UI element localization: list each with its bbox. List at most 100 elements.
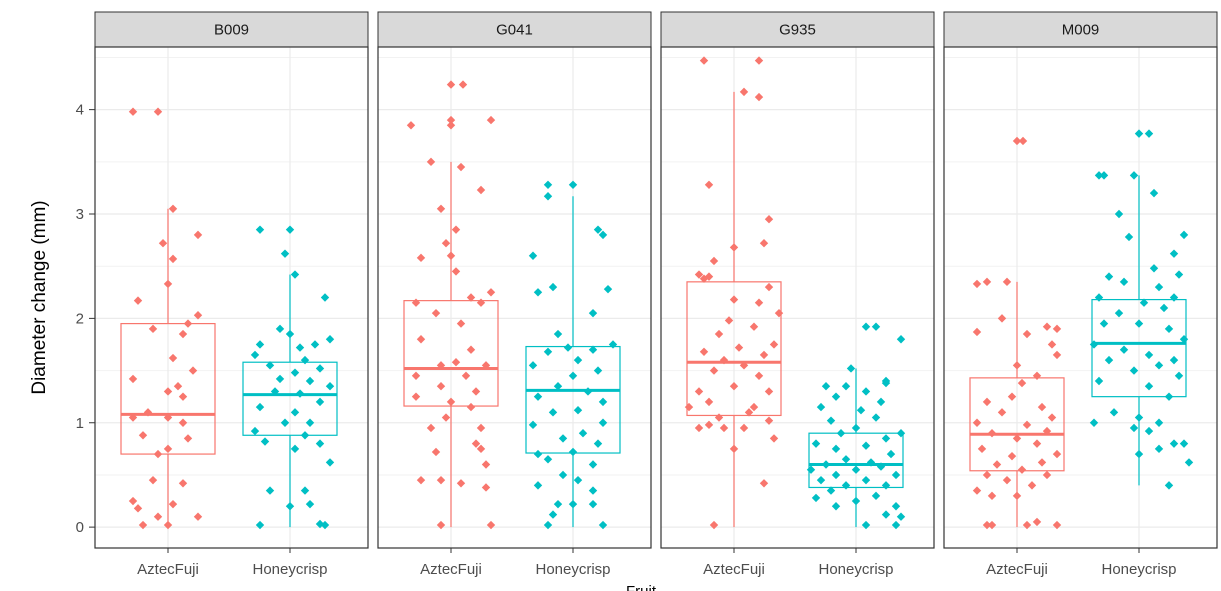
- data-point: [1134, 449, 1144, 459]
- data-point: [871, 322, 881, 331]
- data-point: [1154, 444, 1164, 454]
- data-point: [1129, 366, 1139, 375]
- x-tick-label: AztecFuji: [420, 561, 482, 578]
- data-point: [1179, 230, 1189, 240]
- panel-border: [943, 46, 1218, 549]
- data-point: [826, 486, 836, 495]
- data-point: [1134, 413, 1144, 422]
- data-point: [426, 157, 436, 167]
- data-point: [821, 460, 831, 469]
- data-point: [729, 444, 739, 454]
- data-point: [1032, 371, 1042, 380]
- data-point: [486, 520, 496, 530]
- data-point: [1099, 171, 1109, 180]
- data-point: [1032, 439, 1042, 448]
- x-axis-label: Fruit: [626, 583, 657, 591]
- data-point: [856, 406, 866, 415]
- data-point: [896, 335, 906, 344]
- y-tick-label: 4: [76, 102, 84, 119]
- data-point: [754, 298, 764, 307]
- data-point: [543, 520, 553, 530]
- data-point: [694, 270, 704, 279]
- data-point: [1169, 249, 1179, 258]
- data-point: [285, 329, 295, 339]
- data-point: [315, 439, 325, 448]
- data-point: [972, 418, 982, 427]
- data-point: [138, 431, 148, 440]
- data-point: [1017, 465, 1027, 474]
- data-point: [982, 397, 992, 407]
- data-point: [285, 502, 295, 511]
- data-point: [1144, 350, 1154, 360]
- data-point: [573, 406, 583, 415]
- data-point: [193, 230, 203, 240]
- data-point: [315, 364, 325, 373]
- data-point: [1002, 277, 1012, 287]
- data-point: [481, 460, 491, 469]
- data-point: [476, 423, 486, 433]
- data-point: [1139, 298, 1149, 307]
- data-point: [1047, 340, 1057, 349]
- data-point: [593, 366, 603, 375]
- data-point: [1174, 270, 1184, 279]
- panel-border: [377, 46, 652, 549]
- data-point: [168, 204, 178, 213]
- data-point: [972, 279, 982, 289]
- data-point: [300, 486, 310, 495]
- data-point: [486, 288, 496, 297]
- data-point: [704, 397, 714, 407]
- data-point: [841, 382, 851, 391]
- data-point: [1129, 423, 1139, 433]
- data-point: [871, 491, 881, 501]
- data-point: [1089, 418, 1099, 427]
- data-point: [1144, 382, 1154, 391]
- iqr-box: [120, 322, 216, 455]
- data-point: [588, 486, 598, 495]
- data-point: [325, 335, 335, 344]
- data-point: [275, 324, 285, 334]
- data-point: [563, 343, 573, 352]
- data-point: [724, 316, 734, 325]
- data-point: [446, 397, 456, 407]
- data-point: [466, 402, 476, 412]
- data-point: [704, 180, 714, 189]
- data-point: [255, 520, 265, 530]
- data-point: [603, 284, 613, 294]
- data-point: [806, 465, 816, 474]
- data-point: [1169, 439, 1179, 448]
- data-point: [163, 279, 173, 289]
- data-point: [759, 479, 769, 488]
- data-point: [431, 308, 441, 318]
- data-point: [992, 460, 1002, 469]
- data-point: [173, 382, 183, 391]
- data-point: [446, 80, 456, 89]
- data-point: [1114, 209, 1124, 219]
- data-point: [280, 418, 290, 427]
- data-point: [982, 520, 992, 530]
- data-point: [709, 366, 719, 375]
- data-point: [987, 428, 997, 438]
- data-point: [406, 121, 416, 130]
- data-point: [148, 475, 158, 485]
- data-point: [441, 239, 451, 248]
- data-point: [436, 204, 446, 213]
- data-point: [265, 486, 275, 495]
- facet-strip: [377, 11, 652, 48]
- box-aztecfuji: [120, 107, 216, 530]
- data-point: [841, 481, 851, 490]
- data-point: [1042, 426, 1052, 436]
- data-point: [148, 324, 158, 334]
- data-point: [300, 355, 310, 365]
- data-point: [1052, 324, 1062, 334]
- data-point: [1119, 345, 1129, 354]
- data-point: [528, 361, 538, 370]
- data-point: [861, 387, 871, 396]
- data-point: [573, 475, 583, 485]
- data-point: [729, 295, 739, 304]
- data-point: [831, 470, 841, 480]
- data-point: [739, 87, 749, 97]
- data-point: [528, 420, 538, 430]
- data-point: [1129, 171, 1139, 180]
- data-point: [265, 361, 275, 370]
